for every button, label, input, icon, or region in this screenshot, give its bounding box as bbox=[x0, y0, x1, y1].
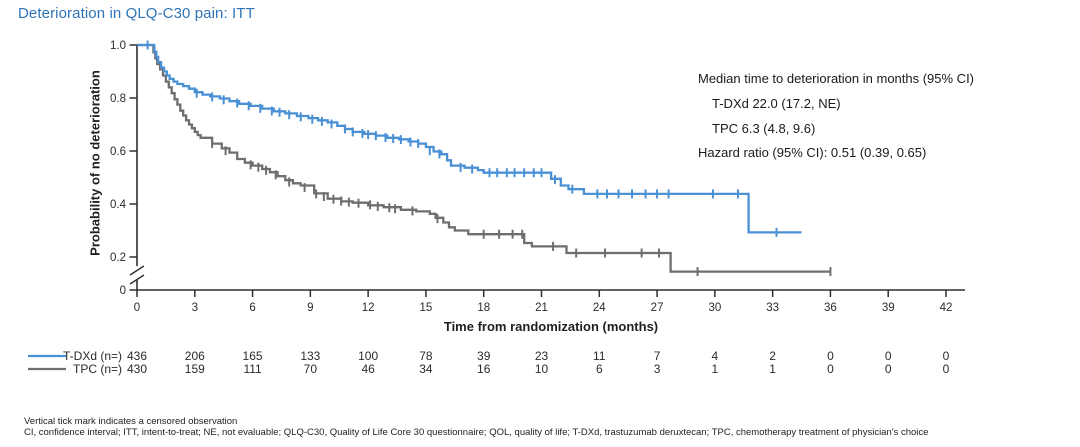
at-risk-count: 0 bbox=[884, 349, 892, 363]
at-risk-count: 0 bbox=[827, 349, 834, 363]
km-curve-tdxd bbox=[137, 43, 802, 234]
at-risk-count: 1 bbox=[711, 362, 719, 376]
x-tick-label: 0 bbox=[134, 302, 140, 314]
at-risk-count: 206 bbox=[184, 349, 205, 363]
at-risk-row-label-tpc: TPC (n=) bbox=[72, 362, 122, 376]
x-tick-label: 3 bbox=[192, 302, 198, 314]
y-tick-label: 0.8 bbox=[110, 93, 126, 105]
at-risk-count: 3 bbox=[653, 362, 661, 376]
x-tick-label: 36 bbox=[824, 302, 837, 314]
at-risk-count: 7 bbox=[653, 349, 661, 363]
x-tick-label: 18 bbox=[477, 302, 490, 314]
at-risk-count: 23 bbox=[534, 349, 549, 363]
x-tick-label: 30 bbox=[708, 302, 721, 314]
at-risk-count: 111 bbox=[243, 362, 262, 376]
at-risk-count: 16 bbox=[477, 362, 491, 376]
annotation-hazard-ratio: Hazard ratio (95% CI): 0.51 (0.39, 0.65) bbox=[698, 145, 927, 160]
at-risk-count: 46 bbox=[361, 362, 375, 376]
annotation-tpc-median: TPC 6.3 (4.8, 9.6) bbox=[712, 121, 816, 136]
at-risk-count: 11 bbox=[593, 349, 606, 363]
at-risk-count: 34 bbox=[419, 362, 433, 376]
footnote-censor-note: Vertical tick mark indicates a censored … bbox=[24, 416, 238, 427]
y-tick-label: 0.6 bbox=[110, 146, 126, 158]
y-tick-label: 1.0 bbox=[110, 40, 126, 52]
at-risk-count: 430 bbox=[126, 362, 148, 376]
footnote-abbreviations: CI, confidence interval; ITT, intent-to-… bbox=[24, 427, 929, 438]
y-tick-label: 0.4 bbox=[110, 199, 127, 211]
at-risk-count: 0 bbox=[884, 362, 892, 376]
at-risk-count: 4 bbox=[711, 349, 719, 363]
x-tick-label: 27 bbox=[651, 302, 664, 314]
at-risk-count: 100 bbox=[358, 349, 379, 363]
km-curve-tpc bbox=[137, 43, 831, 273]
at-risk-count: 436 bbox=[126, 349, 148, 363]
at-risk-count: 165 bbox=[242, 349, 263, 363]
y-tick-label: 0.2 bbox=[110, 252, 126, 264]
x-axis-title: Time from randomization (months) bbox=[443, 319, 659, 334]
at-risk-count: 78 bbox=[419, 349, 433, 363]
x-tick-label: 39 bbox=[882, 302, 895, 314]
at-risk-count: 39 bbox=[477, 349, 491, 363]
x-tick-label: 42 bbox=[940, 302, 953, 314]
annotation-median-heading: Median time to deterioration in months (… bbox=[698, 71, 975, 86]
y-tick-label: 0 bbox=[120, 285, 126, 297]
at-risk-count: 10 bbox=[534, 362, 549, 376]
x-tick-label: 21 bbox=[535, 302, 548, 314]
at-risk-count: 133 bbox=[300, 349, 321, 363]
x-tick-label: 15 bbox=[420, 302, 433, 314]
page-title: Deterioration in QLQ-C30 pain: ITT bbox=[18, 5, 255, 22]
at-risk-row-label-tdxd: T-DXd (n=) bbox=[62, 349, 122, 363]
at-risk-count: 2 bbox=[769, 349, 776, 363]
annotation-tdxd-median: T-DXd 22.0 (17.2, NE) bbox=[712, 96, 841, 111]
at-risk-count: 1 bbox=[769, 362, 776, 376]
y-axis-break-icon bbox=[129, 265, 145, 285]
at-risk-count: 0 bbox=[827, 362, 834, 376]
at-risk-count: 6 bbox=[595, 362, 603, 376]
x-tick-label: 6 bbox=[249, 302, 255, 314]
at-risk-count: 70 bbox=[303, 362, 318, 376]
x-tick-label: 9 bbox=[307, 302, 313, 314]
x-tick-label: 33 bbox=[766, 302, 779, 314]
at-risk-count: 0 bbox=[942, 349, 950, 363]
x-tick-label: 24 bbox=[593, 302, 606, 314]
at-risk-count: 0 bbox=[942, 362, 950, 376]
at-risk-count: 159 bbox=[184, 362, 205, 376]
y-axis-title: Probability of no deterioration bbox=[87, 70, 103, 256]
x-tick-label: 12 bbox=[362, 302, 375, 314]
